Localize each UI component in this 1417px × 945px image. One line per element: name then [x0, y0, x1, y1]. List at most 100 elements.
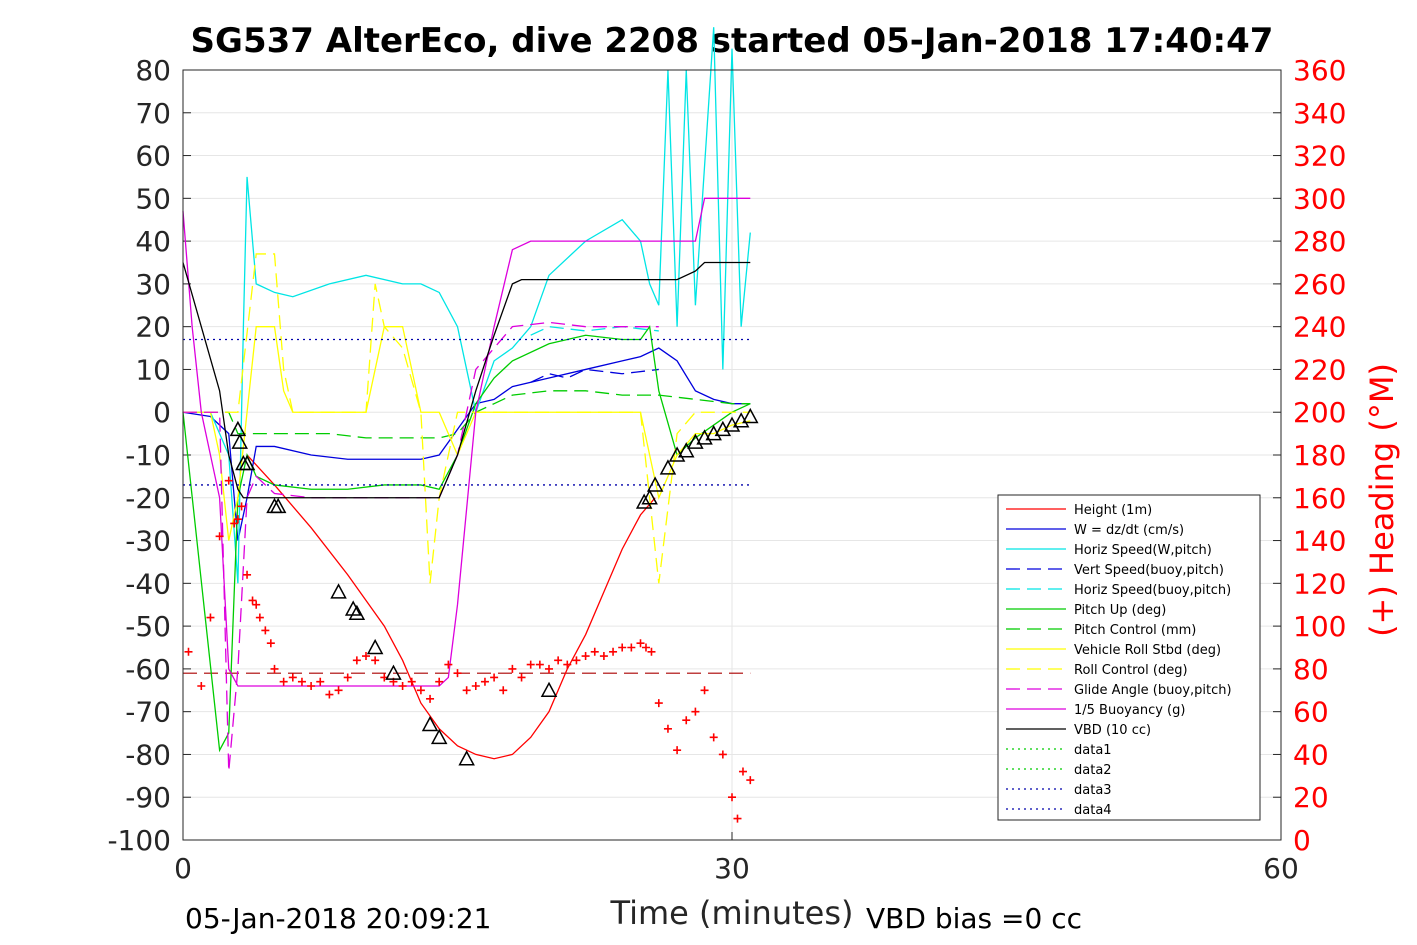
- heading-point: [563, 660, 572, 669]
- heading-point: [709, 733, 718, 742]
- legend-label: Pitch Control (mm): [1074, 623, 1196, 638]
- marker-point: [635, 493, 653, 509]
- legend-label: VBD (10 cc): [1074, 723, 1151, 738]
- heading-point: [197, 682, 206, 690]
- legend-label: Roll Control (deg): [1074, 663, 1188, 678]
- heading-point: [590, 647, 599, 656]
- heading-point: [206, 613, 215, 622]
- y2-tick-label: 180: [1293, 439, 1346, 472]
- series-line-w-dz-dt-cm-s-: [182, 347, 751, 541]
- y2-tick-label: 320: [1293, 140, 1346, 173]
- y2-tick-label: 240: [1293, 311, 1346, 344]
- y-tick-label: 10: [135, 353, 171, 386]
- series-lines: [182, 27, 751, 772]
- heading-point: [554, 656, 563, 665]
- heading-point: [627, 643, 636, 652]
- y-tick-label: 0: [153, 396, 171, 429]
- heading-point: [325, 690, 334, 699]
- heading-point: [572, 656, 581, 665]
- x-axis-label: Time (minutes): [610, 894, 854, 932]
- heading-point: [248, 596, 257, 605]
- heading-point: [352, 656, 361, 665]
- legend-label: Glide Angle (buoy,pitch): [1074, 683, 1232, 698]
- heading-point: [230, 519, 239, 528]
- heading-point: [224, 476, 233, 485]
- y2-tick-label: 80: [1293, 653, 1329, 686]
- y-tick-label: 70: [135, 97, 171, 130]
- y2-tick-label: 20: [1293, 781, 1329, 814]
- y2-tick-label: 280: [1293, 225, 1346, 258]
- heading-point: [316, 677, 325, 686]
- heading-point: [728, 793, 736, 802]
- x-tick-label: 0: [174, 852, 192, 885]
- footer-timestamp: 05-Jan-2018 20:09:21: [185, 902, 491, 935]
- heading-point: [261, 626, 270, 635]
- heading-point: [435, 677, 444, 686]
- legend-label: data1: [1074, 743, 1112, 758]
- y-axis-tick-labels: 80 70 60 50 40 30 20 10 0 -10 -20 -30 -40 -50 -60 -70 -8…: [107, 54, 171, 857]
- y2-tick-label: 160: [1293, 482, 1346, 515]
- heading-point: [334, 686, 343, 695]
- y-tick-label: 60: [135, 140, 171, 173]
- heading-point: [609, 647, 618, 656]
- heading-point: [599, 652, 608, 661]
- y2-tick-label: 60: [1293, 696, 1329, 729]
- legend-label: data3: [1074, 783, 1112, 798]
- marker-point: [430, 728, 448, 745]
- heading-point: [490, 673, 499, 682]
- marker-point: [540, 681, 558, 698]
- heading-point: [255, 613, 264, 622]
- marker-point: [238, 454, 256, 471]
- y2-axis-label: (+) Heading (°M): [1363, 363, 1401, 637]
- heading-point: [691, 707, 700, 716]
- marker-point: [366, 638, 384, 655]
- heading-point: [636, 639, 645, 648]
- marker-point: [348, 604, 366, 621]
- series-line-vehicle-roll-stbd-deg-: [183, 326, 751, 541]
- heading-point: [426, 694, 435, 703]
- y2-axis-tick-labels: 3603403203002802602402202001801601401201…: [1293, 54, 1346, 857]
- y-tick-label: 40: [135, 225, 171, 258]
- marker-point: [742, 407, 759, 424]
- heading-point: [618, 643, 627, 652]
- marker-point: [646, 476, 664, 492]
- y2-tick-label: 300: [1293, 182, 1346, 215]
- marker-point: [641, 489, 658, 505]
- x-tick-label: 60: [1263, 852, 1299, 885]
- series-line-horiz-speed-buoy-pitch-: [530, 325, 659, 336]
- y2-tick-label: 40: [1293, 738, 1329, 771]
- y-tick-label: -70: [125, 696, 171, 729]
- marker-point: [385, 664, 402, 680]
- heading-point: [647, 647, 656, 656]
- series-line-height-1m-: [246, 454, 656, 760]
- y-tick-label: -80: [125, 738, 171, 771]
- plot-area-frame: [182, 69, 1282, 841]
- y2-tick-label: 260: [1293, 268, 1346, 301]
- y2-tick-label: 0: [1293, 824, 1311, 857]
- marker-point: [229, 420, 247, 437]
- y-tick-label: -30: [125, 525, 171, 558]
- heading-point: [508, 664, 517, 673]
- marker-points: [229, 407, 759, 766]
- marker-point: [330, 583, 347, 599]
- heading-point: [279, 677, 288, 686]
- heading-point: [270, 664, 279, 673]
- heading-point: [343, 673, 352, 682]
- y-tick-label: 80: [135, 54, 171, 87]
- heading-point: [746, 776, 755, 785]
- series-line-horiz-speed-w-pitch-: [183, 27, 751, 584]
- marker-point: [458, 750, 475, 766]
- heading-point: [641, 643, 650, 652]
- series-line-1-5-buoyancy-g-: [182, 197, 751, 687]
- y2-tick-label: 220: [1293, 353, 1346, 386]
- heading-point: [215, 532, 224, 541]
- y-tick-label: 50: [135, 182, 171, 215]
- series-line-vert-speed-buoy-pitch-: [530, 368, 659, 383]
- heading-point: [733, 814, 742, 823]
- y2-tick-label: 120: [1293, 567, 1346, 600]
- heading-point: [288, 673, 297, 682]
- heading-point: [462, 686, 471, 695]
- legend-label: W = dz/dt (cm/s): [1074, 523, 1184, 538]
- heading-point: [663, 724, 672, 733]
